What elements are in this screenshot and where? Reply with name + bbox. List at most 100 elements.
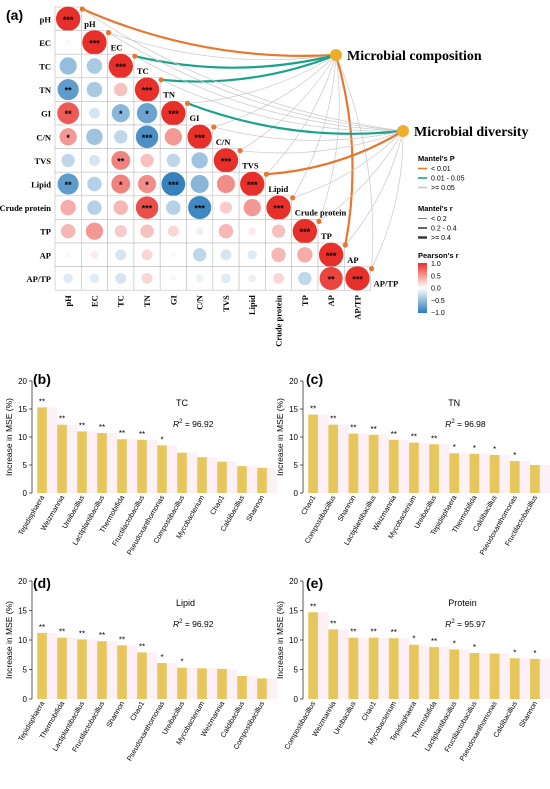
microbial-nodes: Microbial composition Microbial diversity [79,6,528,272]
y-tick-label-4-3: 15 [289,607,298,616]
bar-3-0 [37,632,47,699]
corr-circle-1-1 [82,30,107,55]
bar-4-0 [308,612,318,699]
bar-sig-1-5: ** [139,430,145,439]
r2-exponent-3: 2 [179,619,183,625]
bar-sig-2-10: * [513,451,516,460]
corr-circle-4-3 [136,102,158,124]
diag-label-0: pH [84,19,96,29]
y-tick-label-2-3: 15 [289,405,298,414]
y-tick-label-4-0: 0 [294,695,299,704]
r2-exponent-4: 2 [451,619,455,625]
y-tick-label-2-0: 0 [294,489,299,498]
mantel-link-0-10 [334,54,354,246]
corr-circle-9-1 [85,222,104,240]
panel-label-a: (a) [6,7,23,23]
corr-circle-7-4 [161,172,186,196]
corr-circle-3-2 [114,82,128,97]
corr-circle-10-6 [220,249,232,261]
y-tick-label-3-3: 15 [18,607,27,616]
bar-sig-4-0: ** [310,602,316,611]
bar-shadow-2-5 [418,442,430,493]
bar-sig-1-0: ** [39,397,45,406]
col-label-1: EC [89,295,99,307]
bar-shadow-3-2 [86,639,98,699]
corr-circle-4-0 [57,102,80,125]
bar-2-8 [469,453,480,493]
bar-sig-2-2: ** [350,424,356,433]
bar-shadow-1-1 [66,424,78,493]
bar-2-5 [409,442,419,493]
bar-category-1-9: Chao1 [208,494,226,517]
bar-category-4-11: Shannon [517,700,539,729]
corr-circle-8-4 [166,200,181,215]
bar-chart-(d): (d) 0 5 10 15 20 Increase in MSE (%) Lipid R2 = … [4,575,278,762]
sig-mark-5-0: * [66,133,70,143]
bar-shadow-4-4 [398,638,410,699]
bar-sig-4-10: * [513,648,516,657]
bar-sig-3-0: ** [39,623,45,632]
anchor-dot-1 [106,29,112,36]
anchor-dot-6 [237,148,243,154]
corr-circle-10-3 [141,249,153,261]
r2-exponent-2: 2 [451,419,455,425]
y-tick-label-4-4: 20 [289,577,298,586]
r2-symbol-2: R [445,419,451,429]
bar-chart-(b): (b) 0 5 10 15 20 Increase in MSE (%) TC R2 = 96.… [4,371,278,556]
bar-1-7 [177,452,187,493]
row-label-1: EC [39,38,51,48]
legend-mantel-r-2: >= 0.4 [431,235,451,242]
sig-mark-3-3: *** [142,86,153,96]
bar-4-8 [469,652,480,699]
node-dot-1 [397,125,409,137]
bar-1-3 [97,433,107,493]
bar-sig-4-7: * [453,639,456,648]
bar-sig-2-8: * [473,444,476,453]
legend-mantel-r-0: < 0.2 [431,216,447,223]
y-axis-label-2: Increase in MSE (%) [275,398,285,476]
bar-1-5 [137,439,147,493]
corr-circle-10-0 [65,252,71,258]
bar-shadow-1-7 [186,452,198,493]
bar-shadow-2-1 [338,424,349,493]
legend-mantel-p-0: < 0.01 [431,166,451,173]
mantel-link-0-5 [213,54,337,128]
bar-shadow-2-10 [519,461,531,493]
panel-label-2: (c) [306,371,323,387]
sig-mark-5-3: *** [142,133,153,143]
legend-pearson-tick-2: 0.0 [431,286,441,293]
bar-shadow-3-9 [226,668,238,699]
panel-label-4: (e) [306,575,323,591]
sig-mark-5-5: *** [194,133,205,143]
bar-4-11 [530,658,540,699]
sig-mark-7-4: *** [168,180,179,190]
bar-chart-(e): (e) 0 5 10 15 20 Increase in MSE (%) Protein R2 … [275,575,550,762]
bar-sig-4-3: ** [370,628,376,637]
corr-circle-7-2 [111,174,131,194]
mantel-link-0-1 [108,32,337,61]
mantel-link-1-3 [161,79,404,132]
y-axis-label-4: Increase in MSE (%) [275,601,285,679]
bar-1-6 [157,445,167,493]
bar-sig-2-4: ** [391,430,397,439]
legend-pearson-tick-0: 1.0 [431,261,441,268]
bar-sig-3-2: ** [79,629,85,638]
row-label-0: pH [40,14,52,24]
bar-4-2 [348,637,359,699]
bar-3-9 [217,668,227,699]
diag-label-7: Lipid [268,184,288,194]
anchor-dot-5 [211,124,217,130]
bar-shadow-4-7 [459,649,470,699]
sig-mark-2-2: *** [115,62,126,72]
corr-circle-3-3 [134,77,160,102]
chart-title-4: Protein [448,598,477,608]
chart-title-2: TN [448,398,460,408]
mantel-link-0-4 [187,54,337,104]
corr-circle-7-1 [87,176,102,192]
corr-circle-6-2 [111,150,131,170]
col-label-8: Crude protein [274,295,284,347]
bar-category-4-0: Compostibacillus [282,699,317,751]
bar-2-6 [429,444,439,493]
y-tick-label-1-3: 15 [18,405,27,414]
